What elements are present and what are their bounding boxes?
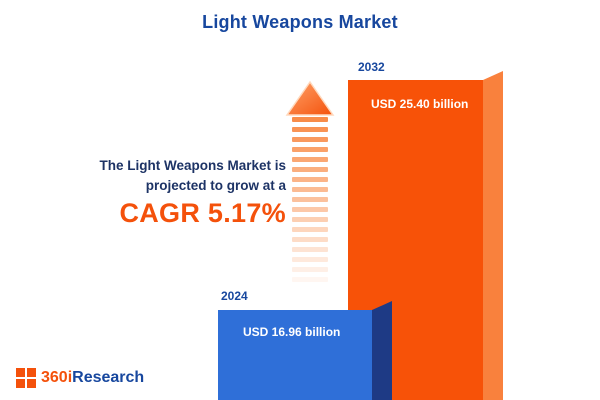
logo-text: 360iResearch [41, 369, 144, 387]
bar-2032-year-label: 2032 [358, 60, 385, 74]
brand-logo: 360iResearch [16, 368, 144, 388]
annotation-line2: projected to grow at a [145, 178, 286, 193]
arrow-tail-stripe [292, 187, 328, 192]
arrow-tail-stripe [292, 167, 328, 172]
arrow-tail-stripe [292, 147, 328, 152]
annotation-line1: The Light Weapons Market is [99, 158, 286, 173]
logo-square [27, 368, 36, 377]
cagr-value: CAGR 5.17% [119, 198, 286, 228]
growth-arrow-icon [285, 80, 335, 116]
arrow-tail-stripe [292, 207, 328, 212]
arrow-tail-stripe [292, 257, 328, 262]
arrow-tail-stripe [292, 277, 328, 282]
bar-2032-side [483, 71, 503, 400]
logo-text-360i: 360i [41, 369, 73, 386]
logo-squares-icon [16, 368, 36, 388]
arrow-tail-stripe [292, 117, 328, 122]
arrow-tail-stripe [292, 137, 328, 142]
arrow-tail-stripe [292, 227, 328, 232]
arrow-tail-stripe [292, 177, 328, 182]
arrow-tail-stripes [292, 117, 328, 292]
logo-square [16, 368, 25, 377]
arrow-tail-stripe [292, 217, 328, 222]
page-title: Light Weapons Market [202, 12, 398, 32]
bar-2024-value-label: USD 16.96 billion [243, 325, 341, 339]
growth-annotation: The Light Weapons Market is projected to… [30, 156, 286, 228]
bar-2024-front [218, 310, 372, 400]
arrow-tail-stripe [292, 197, 328, 202]
bar-2024-year-label: 2024 [221, 289, 248, 303]
arrow-tail-stripe [292, 237, 328, 242]
arrow-tail-stripe [292, 267, 328, 272]
logo-square [16, 379, 25, 388]
logo-text-research: Research [72, 369, 145, 386]
arrow-tail-stripe [292, 157, 328, 162]
bar-2024-side [372, 301, 392, 400]
bar-2032-value-label: USD 25.40 billion [371, 97, 469, 111]
arrow-tail-stripe [292, 127, 328, 132]
logo-square [27, 379, 36, 388]
arrow-tail-stripe [292, 247, 328, 252]
